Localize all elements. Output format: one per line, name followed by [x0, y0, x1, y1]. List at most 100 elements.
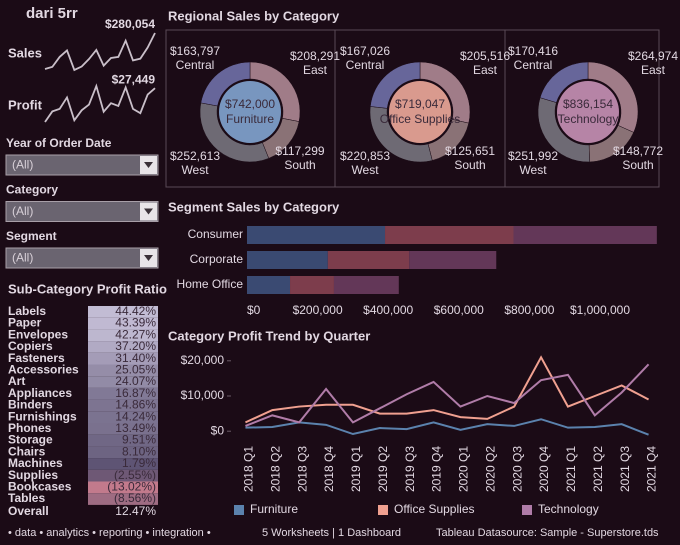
- segment-value: $163,797: [170, 44, 220, 58]
- segment-value: $208,291: [290, 49, 340, 63]
- donut-center: [219, 81, 281, 143]
- footer-source: Tableau Datasource: Sample - Superstore.…: [436, 527, 659, 539]
- legend-label: Technology: [538, 502, 599, 516]
- table-cell: [88, 458, 158, 470]
- total-label: Overall: [8, 504, 49, 518]
- filter-dropdown[interactable]: [5, 247, 159, 269]
- row-label: Appliances: [8, 386, 72, 400]
- chart-title: Segment Sales by Category: [168, 199, 340, 214]
- cell-value: 1.79%: [122, 456, 156, 470]
- donut-segment: [370, 61, 421, 109]
- line-series: [245, 418, 649, 436]
- row-label: Machines: [8, 456, 63, 470]
- x-tick-label: 2021 Q1: [564, 446, 578, 492]
- x-tick-label: 2019 Q4: [430, 446, 444, 492]
- segment-label: West: [351, 163, 379, 177]
- table-cell: [88, 481, 158, 494]
- cell-value: 8.10%: [122, 444, 156, 458]
- cell-value: 16.87%: [115, 386, 156, 400]
- center-label: Technology: [558, 112, 619, 126]
- x-tick-label: $200,000: [293, 303, 343, 317]
- table-cell: [88, 434, 158, 447]
- x-tick-label: 2020 Q2: [483, 446, 497, 492]
- table-cell: [88, 411, 158, 423]
- y-tick-label: $10,000: [181, 388, 225, 402]
- legend-swatch: [234, 505, 244, 515]
- segment-value: $148,772: [613, 144, 663, 158]
- donut-center: [557, 81, 619, 143]
- row-label: Chairs: [8, 444, 46, 458]
- sparkline: [44, 32, 156, 72]
- row-label: Storage: [8, 433, 53, 447]
- y-tick-label: $20,000: [181, 353, 225, 367]
- filter-dropdown[interactable]: [5, 154, 159, 176]
- x-tick-label: 2018 Q2: [268, 446, 282, 492]
- segment-value: $252,613: [170, 149, 220, 163]
- dropdown-arrow: [144, 208, 153, 215]
- filter-dropdown[interactable]: [5, 201, 159, 222]
- x-tick-label: $600,000: [434, 303, 484, 317]
- filter-label: Year of Order Date: [6, 136, 112, 150]
- footer-tags: • data • analytics • reporting • integra…: [8, 527, 211, 539]
- cell-value: 9.51%: [122, 433, 156, 447]
- legend-swatch: [522, 505, 532, 515]
- cell-value: 13.49%: [115, 421, 156, 435]
- row-label: Furnishings: [8, 409, 77, 423]
- segment-label: East: [303, 63, 328, 77]
- y-tick-label: Consumer: [188, 227, 243, 241]
- segment-label: Central: [176, 58, 215, 72]
- table-cell: [88, 399, 158, 412]
- cell-value: 25.05%: [115, 363, 156, 377]
- segment-label: East: [641, 63, 666, 77]
- segment-value: $264,974: [628, 49, 678, 63]
- table-cell: [88, 446, 158, 459]
- bar-segment: [247, 226, 386, 244]
- x-tick-label: 2018 Q3: [295, 446, 309, 492]
- sparkline-label: Profit: [8, 97, 43, 112]
- segment-label: East: [473, 63, 498, 77]
- table-cell: [88, 364, 158, 377]
- segment-label: West: [519, 163, 547, 177]
- cell-value: 24.07%: [115, 374, 156, 388]
- bar-segment: [333, 276, 399, 294]
- y-tick-label: Corporate: [190, 252, 244, 266]
- y-tick-label: Home Office: [177, 277, 244, 291]
- cell-value: 14.86%: [115, 398, 156, 412]
- row-label: Phones: [8, 421, 52, 435]
- x-tick-label: 2019 Q1: [349, 446, 363, 492]
- panel-border: [165, 29, 660, 188]
- segment-label: South: [454, 158, 485, 172]
- dropdown-arrow: [144, 255, 153, 261]
- row-label: Art: [8, 374, 25, 388]
- row-label: Supplies: [8, 468, 58, 482]
- row-label: Bookcases: [8, 480, 72, 494]
- filter-value: (All): [12, 251, 33, 265]
- x-tick-label: 2021 Q2: [591, 446, 605, 492]
- x-tick-label: 2020 Q4: [537, 446, 551, 492]
- cell-value: 31.40%: [115, 351, 156, 365]
- center-label: Office Supplies: [380, 112, 461, 126]
- bar-segment: [385, 226, 514, 244]
- segment-label: Central: [514, 58, 553, 72]
- y-tick-label: $0: [211, 423, 225, 437]
- segment-label: South: [622, 158, 653, 172]
- center-label: Furniture: [226, 112, 274, 126]
- center-value: $719,047: [395, 97, 445, 111]
- x-tick-label: 2021 Q4: [645, 446, 659, 492]
- filter-label: Category: [6, 183, 58, 197]
- filter-label: Segment: [6, 229, 57, 243]
- table-cell: [88, 352, 158, 365]
- cell-value: 42.27%: [115, 327, 156, 341]
- cell-value: (13.02%): [107, 480, 156, 494]
- sparkline-label: Sales: [8, 45, 42, 60]
- segment-value: $117,299: [275, 144, 324, 158]
- filter-value: (All): [12, 204, 33, 218]
- cell-value: 37.20%: [115, 339, 156, 353]
- table-cell: [88, 423, 158, 435]
- row-label: Copiers: [8, 339, 53, 353]
- sparkline-value: $280,054: [105, 17, 155, 31]
- total-value: 12.47%: [115, 504, 156, 518]
- cell-value: 14.24%: [115, 409, 156, 423]
- segment-label: West: [181, 163, 209, 177]
